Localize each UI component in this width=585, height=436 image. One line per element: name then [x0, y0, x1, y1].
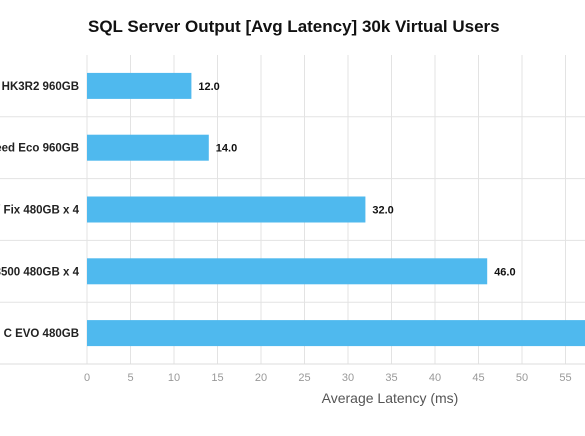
x-tick-label: 30	[342, 372, 354, 384]
category-label: 3500 480GB x 4	[0, 266, 80, 278]
data-label: 46.0	[494, 266, 515, 278]
labels: 0 5 10 15 20 25 30 35 40 45 50 55 HK3R2 960GB 12.0 eed…	[0, 81, 572, 384]
x-tick-label: 20	[255, 372, 267, 384]
x-tick-label: 0	[84, 372, 90, 384]
x-tick-label: 15	[211, 372, 223, 384]
chart-title: SQL Server Output [Avg Latency] 30k Virt…	[88, 17, 500, 36]
x-axis-title: Average Latency (ms)	[322, 390, 459, 406]
x-tick-label: 55	[559, 372, 571, 384]
category-label: eed Eco 960GB	[0, 143, 79, 155]
x-tick-label: 25	[298, 372, 310, 384]
x-tick-label: 40	[429, 372, 441, 384]
bar	[87, 258, 488, 285]
category-label: / Fix 480GB x 4	[0, 205, 80, 217]
bars	[87, 72, 585, 347]
category-label: HK3R2 960GB	[2, 81, 79, 93]
x-tick-label: 50	[516, 372, 528, 384]
bar	[87, 72, 192, 99]
x-tick-label: 35	[385, 372, 397, 384]
data-label: 32.0	[372, 205, 393, 217]
x-tick-label: 5	[127, 372, 133, 384]
category-label: C EVO 480GB	[4, 328, 79, 340]
data-label: 14.0	[216, 143, 237, 155]
bar	[87, 134, 209, 161]
x-tick-label: 45	[472, 372, 484, 384]
bar	[87, 320, 585, 347]
data-label: 12.0	[198, 81, 219, 93]
bar	[87, 196, 366, 223]
x-tick-label: 10	[168, 372, 180, 384]
